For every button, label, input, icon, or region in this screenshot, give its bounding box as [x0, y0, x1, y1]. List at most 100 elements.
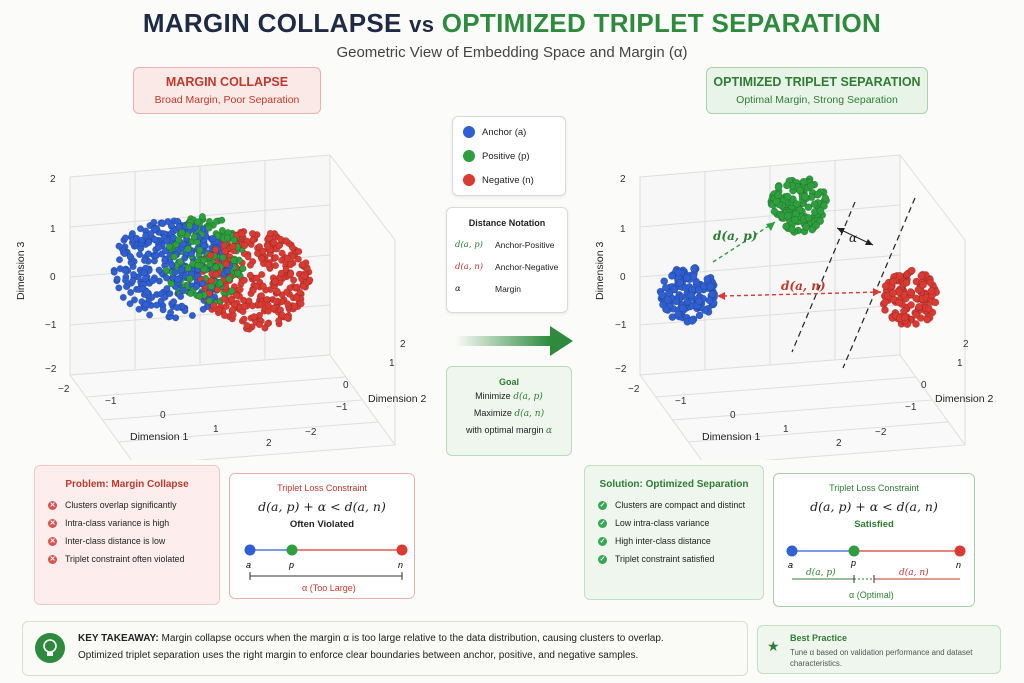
- cluster-point: [121, 234, 129, 242]
- cluster-point: [151, 225, 159, 233]
- transition-arrow-icon: [455, 326, 573, 356]
- star-icon: ★: [767, 638, 780, 654]
- goal-line: with optimal margin α: [447, 425, 571, 442]
- cluster-point: [115, 242, 123, 250]
- cluster-point: [272, 297, 280, 305]
- best-practice-text: Tune α based on validation performance a…: [790, 648, 973, 668]
- takeaway-label: KEY TAKEAWAY:: [78, 633, 159, 644]
- constraint-left-diagram: a p n α (Too Large): [244, 544, 408, 593]
- anchor-dot-icon: [786, 545, 798, 557]
- cluster-point: [238, 230, 246, 238]
- cluster-point: [299, 282, 307, 290]
- dap-label: d(a, p): [713, 229, 757, 243]
- cluster-point: [915, 303, 923, 311]
- cluster-point: [187, 250, 196, 258]
- page-subtitle: Geometric View of Embedding Space and Ma…: [336, 44, 688, 61]
- alpha-arrowhead-icon: [865, 239, 873, 245]
- z-tick: −2: [45, 364, 57, 375]
- key-takeaway: KEY TAKEAWAY: Margin collapse occurs whe…: [22, 621, 748, 676]
- cluster-point: [917, 272, 926, 280]
- notation-row: d(a, p) Anchor-Positive: [447, 234, 567, 256]
- cluster-point: [115, 256, 124, 264]
- x-tick: −2: [628, 384, 640, 395]
- negative-dot-icon: [463, 174, 475, 186]
- cluster-point: [895, 298, 904, 307]
- cluster-point: [275, 317, 283, 325]
- cluster-point: [804, 203, 813, 212]
- cluster-point: [907, 266, 916, 275]
- cluster-point: [804, 213, 813, 222]
- cluster-point: [126, 253, 134, 261]
- notation-symbol: α: [455, 284, 461, 294]
- cluster-point: [266, 229, 274, 237]
- cluster-point: [155, 266, 163, 274]
- cluster-point: [228, 287, 236, 295]
- cluster-point: [145, 238, 153, 246]
- cluster-point: [244, 253, 252, 261]
- right-y-axis-label: Dimension 2: [935, 393, 994, 405]
- notation-text: Margin: [495, 284, 521, 294]
- right-x-axis-label: Dimension 1: [702, 431, 761, 443]
- y-tick: 1: [389, 358, 395, 369]
- solution-item: ✓ Low intra-class variance: [585, 514, 763, 532]
- cluster-point: [802, 223, 810, 231]
- x-tick: −2: [58, 384, 70, 395]
- cluster-point: [295, 247, 303, 256]
- alpha-label: α: [849, 231, 857, 245]
- cluster-point: [287, 261, 295, 269]
- cluster-point: [115, 284, 123, 292]
- cluster-point: [783, 181, 791, 190]
- z-tick: 2: [50, 174, 56, 185]
- cluster-point: [792, 200, 801, 208]
- x-tick: −1: [675, 396, 687, 407]
- constraint-status: Often Violated: [289, 519, 355, 530]
- cluster-point: [130, 296, 139, 304]
- z-tick: 1: [620, 224, 626, 235]
- takeaway-line: KEY TAKEAWAY: Margin collapse occurs whe…: [78, 630, 738, 647]
- cluster-point: [275, 242, 283, 250]
- right-heading-title: OPTIMIZED TRIPLET SEPARATION: [713, 75, 921, 89]
- cluster-point: [291, 302, 299, 310]
- cluster-point: [703, 275, 712, 283]
- cluster-point: [706, 283, 715, 291]
- problem-item: ✕ Intra-class variance is high: [35, 514, 219, 532]
- right-3d-plot: d(a, p) d(a, n) α 2 1 0 −1 −2 −2 −1 0 1 …: [594, 154, 994, 460]
- cluster-point: [774, 191, 783, 200]
- goal-text: with optimal margin: [465, 425, 546, 435]
- negative-dot-icon: [396, 544, 408, 556]
- cluster-point: [257, 292, 266, 300]
- cluster-point: [246, 271, 254, 279]
- cluster-point: [175, 236, 183, 244]
- cluster-point: [186, 222, 194, 230]
- cluster-point: [241, 302, 249, 310]
- cluster-point: [162, 274, 171, 282]
- goal-math: d(a, n): [514, 409, 545, 419]
- x-circle-icon: ✕: [48, 536, 57, 546]
- cluster-point: [906, 288, 915, 296]
- cluster-point: [931, 298, 940, 307]
- cluster-point: [232, 291, 240, 299]
- cluster-point: [178, 266, 186, 274]
- legend-item-negative: Negative (n): [453, 168, 565, 192]
- cluster-point: [299, 260, 307, 269]
- cluster-point: [127, 288, 135, 296]
- cluster-point: [695, 311, 704, 320]
- notation-text: Anchor-Negative: [495, 262, 559, 272]
- z-tick: −1: [615, 320, 627, 331]
- cluster-point: [659, 300, 667, 309]
- cluster-point: [188, 311, 196, 320]
- cluster-point: [895, 271, 904, 280]
- y-tick: 1: [957, 358, 963, 369]
- cluster-point: [138, 236, 146, 244]
- cluster-point: [142, 300, 150, 309]
- cluster-point: [155, 243, 163, 252]
- positive-dot-icon: [286, 544, 298, 556]
- cluster-point: [258, 255, 266, 263]
- cluster-point: [136, 225, 145, 233]
- check-circle-icon: ✓: [598, 500, 607, 510]
- cluster-point: [674, 268, 683, 277]
- takeaway-line2: Optimized triplet separation uses the ri…: [78, 650, 639, 661]
- x-tick: 0: [160, 410, 166, 421]
- cluster-point: [110, 268, 118, 276]
- cluster-point: [205, 224, 213, 232]
